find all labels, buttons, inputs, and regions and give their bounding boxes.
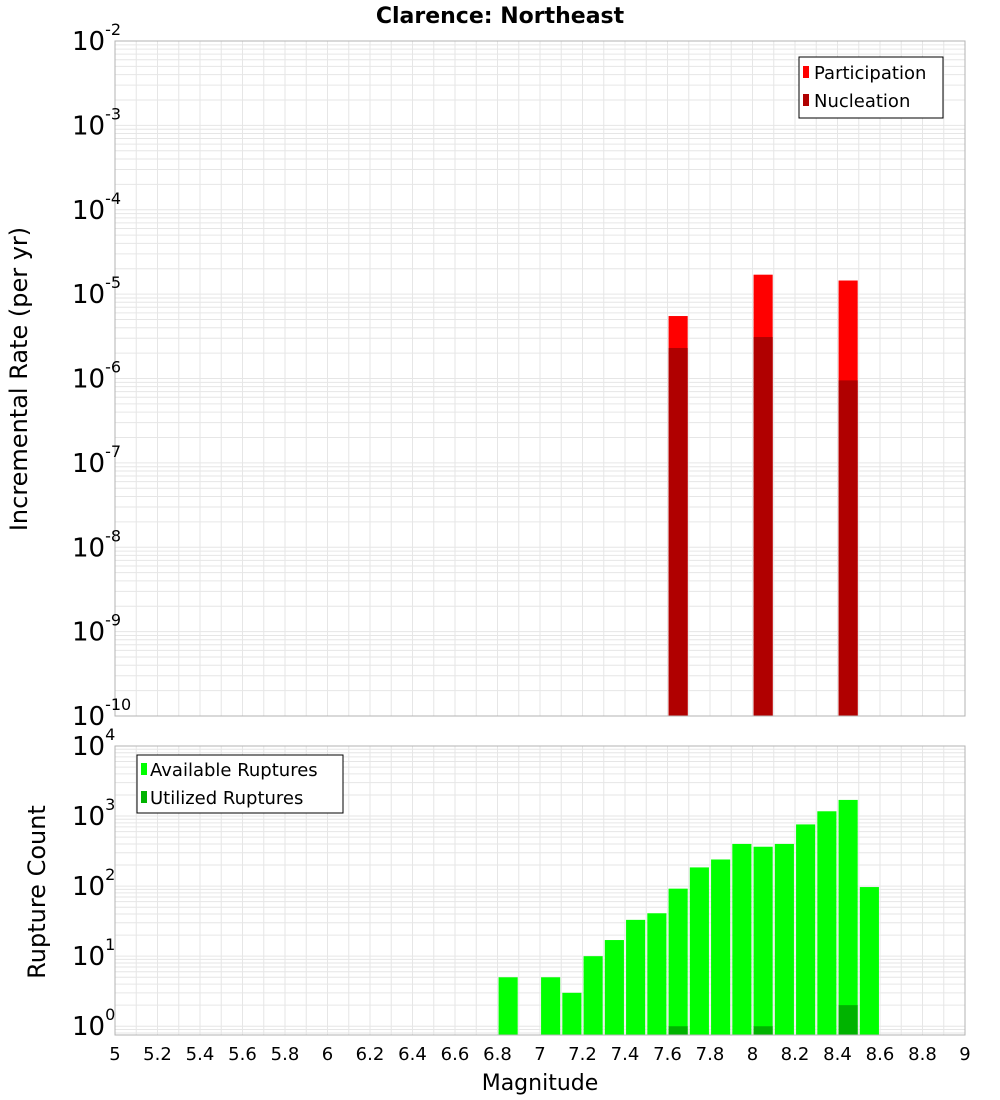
legend-swatch-available: [141, 763, 147, 775]
bar-nucleation: [753, 337, 773, 716]
top-plot-frame: [114, 40, 966, 717]
top-bars: [668, 274, 858, 716]
x-tick-label: 8.8: [908, 1044, 937, 1065]
x-tick-label: 7: [534, 1044, 545, 1065]
x-tick-label: 8.2: [781, 1044, 810, 1065]
bottom-legend-box: [136, 754, 344, 814]
y-tick-label: 10-6: [72, 358, 121, 395]
y-tick-label: 10-8: [72, 526, 121, 563]
legend-swatch-participation: [803, 66, 809, 78]
y-tick-label: 10-5: [72, 273, 121, 310]
y-tick-label: 10-3: [72, 104, 121, 141]
legend-label-utilized: Utilized Ruptures: [150, 788, 303, 809]
x-tick-label: 6.2: [356, 1044, 385, 1065]
bar-available-ruptures: [668, 888, 688, 1035]
x-tick-label: 6.4: [398, 1044, 427, 1065]
x-tick-label: 9: [959, 1044, 970, 1065]
y-tick-label: 10-4: [72, 189, 121, 226]
x-tick-label: 8: [747, 1044, 758, 1065]
bar-available-ruptures: [562, 992, 582, 1035]
bar-available-ruptures: [859, 887, 879, 1035]
bottom-bars: [498, 799, 879, 1035]
bottom-panel: 100 101 102 103 104 5 5.2 5.4 5.6 5.8 6 6.2 6.4 6.6 6…: [23, 725, 971, 1096]
x-tick-label: 5: [109, 1044, 120, 1065]
top-y-ticks: 10-10 10-9 10-8 10-7 10-6 10-5 10-4 10-3 10-2: [72, 20, 131, 732]
x-tick-label: 8.6: [866, 1044, 895, 1065]
bar-available-ruptures: [817, 811, 837, 1035]
bottom-plot-frame: [114, 745, 966, 1036]
bar-available-ruptures: [732, 843, 752, 1035]
bottom-legend: Available Ruptures Utilized Ruptures: [136, 754, 344, 814]
x-tick-label: 5.2: [143, 1044, 172, 1065]
bar-utilized-ruptures: [668, 1026, 688, 1035]
bar-utilized-ruptures: [838, 1005, 858, 1035]
bar-available-ruptures: [647, 913, 667, 1035]
x-ticks: 5 5.2 5.4 5.6 5.8 6 6.2 6.4 6.6 6.8 7 7.2 7.4 7.6 7.8 8…: [109, 1044, 970, 1065]
legend-swatch-nucleation: [803, 94, 809, 106]
x-tick-label: 7.6: [653, 1044, 682, 1065]
x-axis-label: Magnitude: [482, 1071, 599, 1096]
bar-available-ruptures: [711, 859, 731, 1035]
legend-label-nucleation: Nucleation: [814, 91, 910, 112]
legend-label-available: Available Ruptures: [150, 760, 318, 781]
bar-available-ruptures: [689, 867, 709, 1035]
y-tick-label: 10-10: [72, 695, 131, 732]
bottom-y-axis-label: Rupture Count: [23, 805, 51, 979]
legend-label-participation: Participation: [814, 63, 926, 84]
x-tick-label: 7.2: [568, 1044, 597, 1065]
bar-available-ruptures: [541, 977, 561, 1035]
x-tick-label: 7.8: [696, 1044, 725, 1065]
bar-nucleation: [668, 347, 688, 716]
top-legend-box: [798, 56, 944, 119]
y-tick-label: 10-2: [72, 20, 121, 57]
chart-title: Clarence: Northeast: [376, 4, 625, 29]
x-tick-label: 6.8: [483, 1044, 512, 1065]
x-tick-label: 8.4: [823, 1044, 852, 1065]
bar-available-ruptures: [796, 824, 816, 1035]
top-legend: Participation Nucleation: [798, 56, 944, 119]
top-y-axis-label: Incremental Rate (per yr): [5, 227, 33, 531]
y-tick-label: 10-7: [72, 442, 121, 479]
legend-swatch-utilized: [141, 791, 147, 803]
bar-available-ruptures: [583, 956, 603, 1035]
bar-available-ruptures: [626, 919, 646, 1035]
x-tick-label: 7.4: [611, 1044, 640, 1065]
bar-available-ruptures: [838, 799, 858, 1035]
y-tick-label: 104: [72, 725, 115, 762]
bar-utilized-ruptures: [753, 1026, 773, 1035]
x-tick-label: 6.6: [441, 1044, 470, 1065]
bar-available-ruptures: [753, 846, 773, 1035]
y-tick-label: 102: [72, 865, 115, 902]
top-panel: 10-10 10-9 10-8 10-7 10-6 10-5 10-4 10-3 10-2 In…: [5, 20, 966, 732]
bar-nucleation: [838, 380, 858, 716]
x-tick-label: 5.6: [228, 1044, 257, 1065]
bar-available-ruptures: [774, 843, 794, 1035]
x-tick-label: 5.8: [271, 1044, 300, 1065]
x-tick-label: 5.4: [186, 1044, 215, 1065]
x-tick-label: 6: [322, 1044, 333, 1065]
y-tick-label: 10-9: [72, 611, 121, 648]
bottom-y-ticks: 100 101 102 103 104: [72, 725, 115, 1042]
y-tick-label: 100: [72, 1005, 115, 1042]
y-tick-label: 103: [72, 795, 115, 832]
bar-available-ruptures: [498, 977, 518, 1035]
bar-available-ruptures: [604, 940, 624, 1035]
y-tick-label: 101: [72, 935, 115, 972]
top-grid: [114, 40, 966, 717]
